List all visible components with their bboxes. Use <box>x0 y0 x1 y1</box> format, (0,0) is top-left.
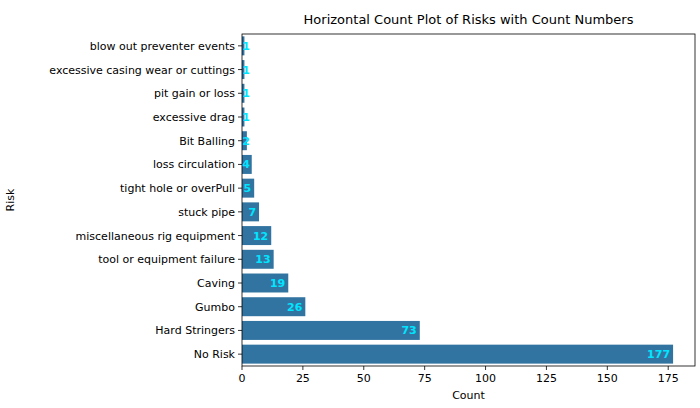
data-label: 19 <box>270 277 285 290</box>
y-tick <box>238 259 242 260</box>
y-tick-label: Bit Balling <box>179 135 235 148</box>
x-tick-label: 50 <box>357 372 371 385</box>
y-tick <box>238 211 242 212</box>
chart-svg: 0255075100125150175blow out preventer ev… <box>0 0 700 408</box>
data-label: 1 <box>242 40 250 53</box>
y-tick-label: tight hole or overPull <box>120 182 235 195</box>
bar <box>242 321 420 340</box>
plot-frame <box>242 34 695 366</box>
bar <box>242 179 254 198</box>
chart-container: 0255075100125150175blow out preventer ev… <box>0 0 700 408</box>
x-tick-label: 75 <box>418 372 432 385</box>
y-tick-label: loss circulation <box>153 158 235 171</box>
y-tick <box>238 188 242 189</box>
bar <box>242 297 305 316</box>
x-tick-label: 125 <box>536 372 557 385</box>
bar <box>242 226 271 245</box>
bar <box>242 274 288 293</box>
x-tick-label: 150 <box>597 372 618 385</box>
bar <box>242 250 274 269</box>
y-tick-label: pit gain or loss <box>154 87 235 100</box>
data-label: 1 <box>242 87 250 100</box>
x-tick <box>546 366 547 370</box>
bar <box>242 155 252 174</box>
x-tick <box>302 366 303 370</box>
data-label: 26 <box>287 301 303 314</box>
y-tick-label: stuck pipe <box>178 206 235 219</box>
data-label: 7 <box>248 206 256 219</box>
y-tick-label: Gumbo <box>195 301 235 314</box>
y-tick-label: Hard Stringers <box>155 324 235 337</box>
x-tick <box>607 366 608 370</box>
y-tick <box>238 330 242 331</box>
x-tick <box>668 366 669 370</box>
data-label: 12 <box>253 230 268 243</box>
y-tick-label: excessive casing wear or cuttings <box>49 64 235 77</box>
bars <box>242 36 673 363</box>
data-label: 1 <box>242 64 250 77</box>
y-tick-label: Caving <box>197 277 235 290</box>
y-tick <box>238 354 242 355</box>
y-tick <box>238 306 242 307</box>
data-label: 5 <box>244 182 252 195</box>
y-tick <box>238 283 242 284</box>
y-tick-label: excessive drag <box>153 111 235 124</box>
data-label: 1 <box>242 111 250 124</box>
x-tick <box>424 366 425 370</box>
x-tick-label: 175 <box>658 372 679 385</box>
data-label: 2 <box>242 135 250 148</box>
bar <box>242 345 673 364</box>
x-tick-label: 25 <box>296 372 310 385</box>
y-tick-label: tool or equipment failure <box>98 253 235 266</box>
data-label: 4 <box>242 158 250 171</box>
x-tick <box>363 366 364 370</box>
chart-title: Horizontal Count Plot of Risks with Coun… <box>304 12 634 27</box>
x-tick-label: 100 <box>475 372 496 385</box>
y-tick-label: miscellaneous rig equipment <box>76 230 236 243</box>
data-label: 177 <box>647 348 670 361</box>
x-tick <box>485 366 486 370</box>
x-tick-label: 0 <box>239 372 246 385</box>
x-axis-title: Count <box>452 389 485 402</box>
data-label: 73 <box>401 324 416 337</box>
y-axis-title: Risk <box>4 188 17 211</box>
y-tick-label: blow out preventer events <box>90 40 235 53</box>
bar <box>242 202 259 221</box>
data-label: 13 <box>255 253 270 266</box>
x-tick <box>242 366 243 370</box>
y-tick <box>238 235 242 236</box>
y-tick-label: No Risk <box>194 348 236 361</box>
